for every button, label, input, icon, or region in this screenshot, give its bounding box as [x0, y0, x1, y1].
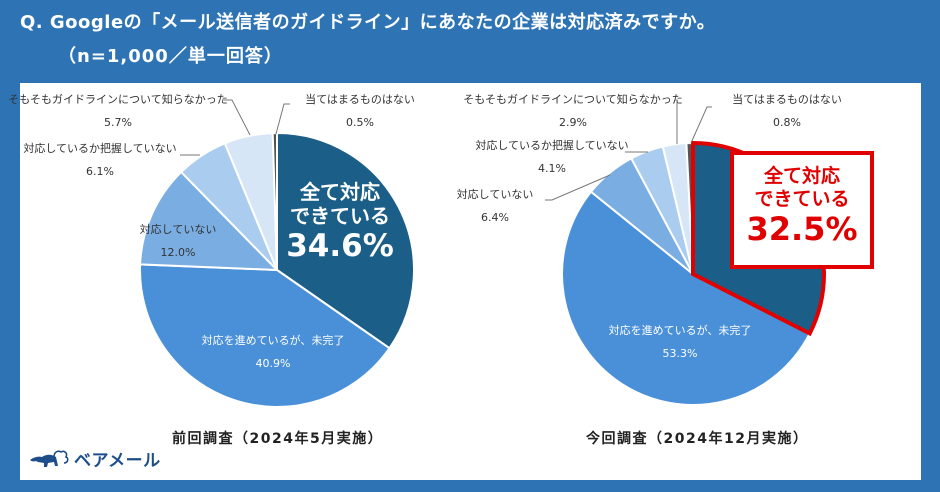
value-not-done: 12.0%: [161, 246, 196, 259]
highlight-line2: できている: [290, 204, 390, 228]
label-none: 当てはまるものはない: [305, 92, 415, 106]
caption-current-survey: 今回調査（2024年12月実施）: [586, 431, 809, 447]
label-in-progress: 対応を進めているが、未完了: [609, 323, 752, 337]
value-in-progress: 40.9%: [256, 357, 291, 370]
highlight-line1: 全て対応: [300, 180, 380, 204]
bear-logo-icon: [30, 450, 69, 467]
slice-not-done: [139, 170, 280, 272]
value-none: 0.8%: [773, 116, 801, 129]
highlight-value: 32.5%: [746, 210, 858, 248]
label-none: 当てはまるものはない: [732, 92, 842, 106]
highlight-value: 34.6%: [286, 228, 394, 264]
pie-chart-previous: [139, 131, 415, 408]
highlight-line1: 全て対応: [763, 165, 840, 187]
leader-line: [545, 174, 611, 201]
value-didnt-know: 5.7%: [104, 116, 132, 129]
leader-line: [675, 99, 678, 144]
left-labels: そもそもガイドラインについて知らなかった 5.7% 当てはまるものはない 0.5…: [8, 92, 415, 370]
label-unknown: 対応しているか把握していない: [23, 141, 176, 155]
leader-line: [222, 99, 251, 136]
leader-line: [275, 103, 290, 135]
value-unknown: 6.1%: [86, 165, 114, 178]
highlight-line2: できている: [754, 188, 850, 210]
slice-in-progress: [561, 190, 812, 406]
right-labels: そもそもガイドラインについて知らなかった 2.9% 当てはまるものはない 0.8…: [457, 92, 842, 360]
value-none: 0.5%: [346, 116, 374, 129]
highlight-all-done-previous: 全て対応 できている 34.6%: [285, 180, 395, 264]
sample-size-note: （n=1,000／単一回答）: [58, 46, 283, 67]
label-unknown: 対応しているか把握していない: [475, 138, 628, 152]
label-didnt-know: そもそもガイドラインについて知らなかった: [463, 92, 682, 106]
caption-previous-survey: 前回調査（2024年5月実施）: [172, 431, 384, 447]
slice-all-done: [276, 131, 415, 350]
leader-line: [690, 106, 712, 144]
slice-in-progress: [139, 263, 391, 408]
question-title: Q. Googleの「メール送信者のガイドライン」にあなたの企業は対応済みですか…: [20, 12, 716, 33]
value-not-done: 6.4%: [481, 211, 509, 224]
header: Q. Googleの「メール送信者のガイドライン」にあなたの企業は対応済みですか…: [0, 0, 940, 83]
logo: ベアメール: [28, 446, 161, 471]
label-didnt-know: そもそもガイドラインについて知らなかった: [8, 92, 227, 106]
value-didnt-know: 2.9%: [559, 116, 587, 129]
highlight-all-done-current: 全て対応 できている 32.5%: [730, 151, 874, 269]
label-in-progress: 対応を進めているが、未完了: [202, 333, 345, 347]
label-not-done: 対応していない: [457, 187, 534, 201]
value-in-progress: 53.3%: [663, 347, 698, 360]
slice-none: [271, 131, 278, 271]
value-unknown: 4.1%: [538, 162, 566, 175]
label-not-done: 対応していない: [140, 222, 217, 236]
logo-text: ベアメール: [74, 451, 161, 471]
